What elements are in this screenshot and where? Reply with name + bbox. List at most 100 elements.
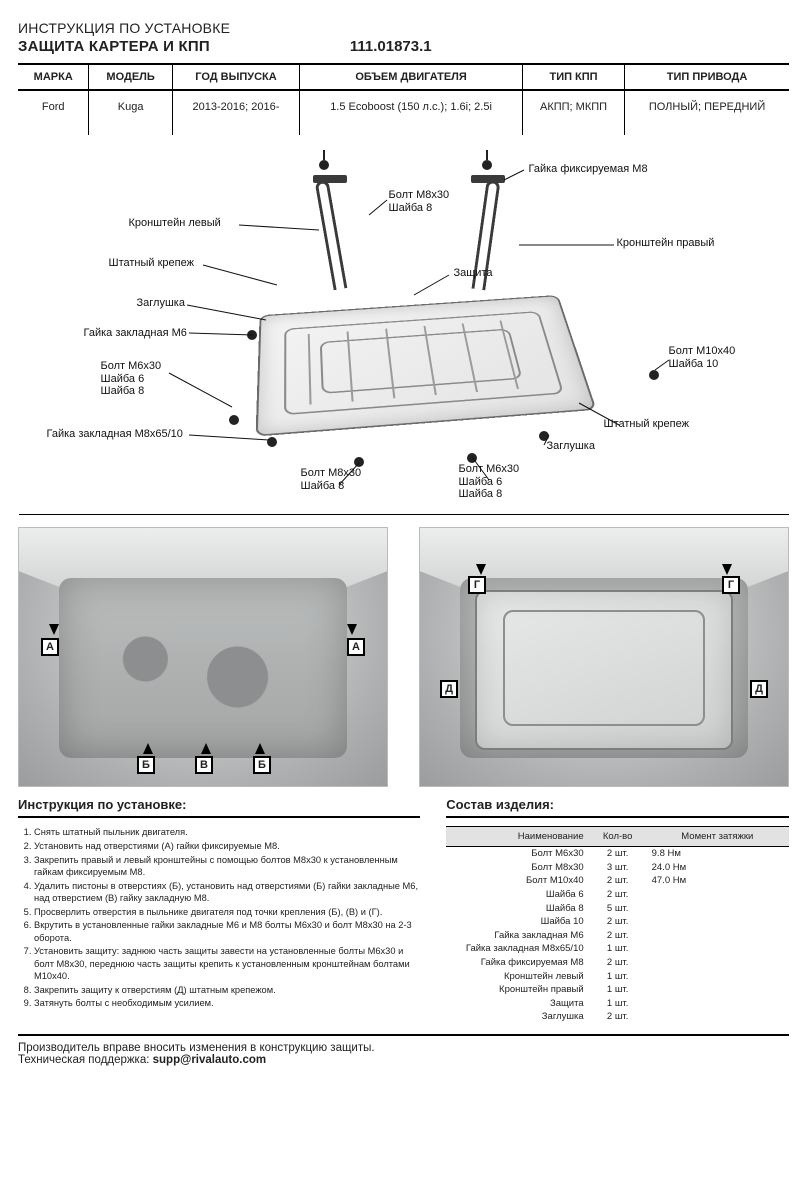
arrow-icon bbox=[255, 743, 265, 754]
bom-name: Шайба 6 bbox=[446, 888, 589, 902]
marker-g: Г bbox=[468, 576, 486, 594]
underbody-photos: А А Б В Б Г Г Д Д bbox=[18, 527, 789, 787]
arrow-icon bbox=[476, 564, 486, 575]
val-year: 2013-2016; 2016- bbox=[172, 90, 299, 135]
val-model: Kuga bbox=[89, 90, 172, 135]
col-year: ГОД ВЫПУСКА bbox=[172, 64, 299, 90]
bom-torque bbox=[646, 969, 789, 983]
bom-heading: Состав изделия: bbox=[446, 797, 789, 812]
bottom-section: Инструкция по установке: Снять штатный п… bbox=[18, 797, 789, 1024]
bolt-icon bbox=[467, 453, 477, 463]
bom-name: Гайка фиксируемая М8 bbox=[446, 956, 589, 970]
arrow-icon bbox=[143, 743, 153, 754]
instruction-item: Удалить пистоны в отверстиях (Б), устано… bbox=[34, 880, 420, 905]
instruction-list: Снять штатный пыльник двигателя. Установи… bbox=[18, 826, 420, 1010]
bolt-icon bbox=[354, 457, 364, 467]
text: Болт М6х30 bbox=[101, 360, 162, 372]
bom-torque: 47.0 Нм bbox=[646, 874, 789, 888]
footer-support: Техническая поддержка: supp@rivalauto.co… bbox=[18, 1054, 789, 1066]
arrow-icon bbox=[347, 624, 357, 635]
bom-qty: 1 шт. bbox=[590, 942, 646, 956]
marker-b: Б bbox=[253, 756, 271, 774]
bill-of-materials: Состав изделия: Наименование Кол-во Моме… bbox=[446, 797, 789, 1024]
bracket-foot-l bbox=[313, 175, 347, 183]
exploded-diagram: Гайка фиксируемая M8 Кронштейн левый Бол… bbox=[19, 145, 789, 515]
bom-name: Болт М10х40 bbox=[446, 874, 589, 888]
label-stock-mount: Штатный крепеж bbox=[109, 257, 194, 270]
bom-col-qty: Кол-во bbox=[590, 826, 646, 847]
product-title: ЗАЩИТА КАРТЕРА И КПП bbox=[18, 38, 210, 55]
instruction-item: Закрепить правый и левый кронштейны с по… bbox=[34, 854, 420, 879]
bom-torque bbox=[646, 929, 789, 943]
bom-name: Заглушка bbox=[446, 1010, 589, 1024]
bom-qty: 1 шт. bbox=[590, 969, 646, 983]
col-drive: ТИП ПРИВОДА bbox=[625, 64, 789, 90]
bom-name: Шайба 8 bbox=[446, 901, 589, 915]
bolt-icon bbox=[229, 415, 239, 425]
val-engine: 1.5 Ecoboost (150 л.с.); 1.6i; 2.5i bbox=[300, 90, 523, 135]
instruction-item: Затянуть болты с необходимым усилием. bbox=[34, 997, 420, 1009]
val-drive: ПОЛНЫЙ; ПЕРЕДНИЙ bbox=[625, 90, 789, 135]
label-nut-m8x65: Гайка закладная M8x65/10 bbox=[47, 428, 183, 441]
bom-name: Гайка закладная М8х65/10 bbox=[446, 942, 589, 956]
bom-qty: 2 шт. bbox=[590, 874, 646, 888]
bom-torque: 24.0 Нм bbox=[646, 861, 789, 875]
instruction-item: Установить над отверстиями (А) гайки фик… bbox=[34, 840, 420, 852]
bom-qty: 2 шт. bbox=[590, 956, 646, 970]
bom-qty: 1 шт. bbox=[590, 997, 646, 1011]
bom-qty: 3 шт. bbox=[590, 861, 646, 875]
bom-torque bbox=[646, 956, 789, 970]
bom-torque bbox=[646, 915, 789, 929]
instructions-heading: Инструкция по установке: bbox=[18, 797, 420, 812]
bolt-icon bbox=[649, 370, 659, 380]
bom-col-torque: Момент затяжки bbox=[646, 826, 789, 847]
label-protection: Защита bbox=[454, 267, 493, 280]
bracket-foot-r bbox=[471, 175, 505, 183]
footer-disclaimer: Производитель вправе вносить изменения в… bbox=[18, 1042, 789, 1054]
label-nut-m6: Гайка закладная M6 bbox=[84, 327, 187, 340]
col-model: МОДЕЛЬ bbox=[89, 64, 172, 90]
bolt-icon bbox=[482, 160, 492, 170]
part-number: 111.01873.1 bbox=[350, 38, 432, 55]
photo-after: Г Г Д Д bbox=[419, 527, 789, 787]
text: Болт М6х30 bbox=[459, 463, 520, 475]
bolt-icon bbox=[247, 330, 257, 340]
text: Болт M8x30 bbox=[301, 467, 362, 479]
bom-torque bbox=[646, 901, 789, 915]
marker-d: Д bbox=[440, 680, 458, 698]
text: Шайба 8 bbox=[459, 488, 503, 500]
text: Шайба 6 bbox=[459, 476, 503, 488]
photo-before: А А Б В Б bbox=[18, 527, 388, 787]
label-plug-b: Заглушка bbox=[547, 440, 595, 453]
label-plug: Заглушка bbox=[137, 297, 185, 310]
bom-name: Гайка закладная М6 bbox=[446, 929, 589, 943]
bolt-icon bbox=[319, 160, 329, 170]
label-bracket-left: Кронштейн левый bbox=[129, 217, 221, 230]
text: Шайба 8 bbox=[101, 385, 145, 397]
text: Шайба 10 bbox=[669, 358, 719, 370]
instruction-item: Вкрутить в установленные гайки закладные… bbox=[34, 919, 420, 944]
label-bolt-m6-b: Болт М6х30 Шайба 6 Шайба 8 bbox=[459, 463, 520, 501]
col-engine: ОБЪЕМ ДВИГАТЕЛЯ bbox=[300, 64, 523, 90]
val-gear: АКПП; МКПП bbox=[522, 90, 624, 135]
bom-qty: 1 шт. bbox=[590, 983, 646, 997]
bom-name: Кронштейн правый bbox=[446, 983, 589, 997]
bom-torque bbox=[646, 997, 789, 1011]
arrow-icon bbox=[201, 743, 211, 754]
bom-qty: 2 шт. bbox=[590, 1010, 646, 1024]
instruction-item: Закрепить защиту к отверстиям (Д) штатны… bbox=[34, 984, 420, 996]
label-nut-m8: Гайка фиксируемая M8 bbox=[529, 163, 648, 176]
instruction-item: Просверлить отверстия в пыльнике двигате… bbox=[34, 906, 420, 918]
bom-name: Кронштейн левый bbox=[446, 969, 589, 983]
marker-v: В bbox=[195, 756, 213, 774]
bom-torque: 9.8 Нм bbox=[646, 847, 789, 861]
text: Болт M8x30 bbox=[389, 189, 450, 201]
text: Шайба 8 bbox=[389, 202, 433, 214]
vehicle-spec-table: МАРКА МОДЕЛЬ ГОД ВЫПУСКА ОБЪЕМ ДВИГАТЕЛЯ… bbox=[18, 63, 789, 135]
bom-qty: 2 шт. bbox=[590, 888, 646, 902]
bom-name: Шайба 10 bbox=[446, 915, 589, 929]
bom-name: Болт М6х30 bbox=[446, 847, 589, 861]
instruction-item: Снять штатный пыльник двигателя. bbox=[34, 826, 420, 838]
col-make: МАРКА bbox=[18, 64, 89, 90]
label-bolt-m10: Болт М10x40 Шайба 10 bbox=[669, 345, 736, 370]
